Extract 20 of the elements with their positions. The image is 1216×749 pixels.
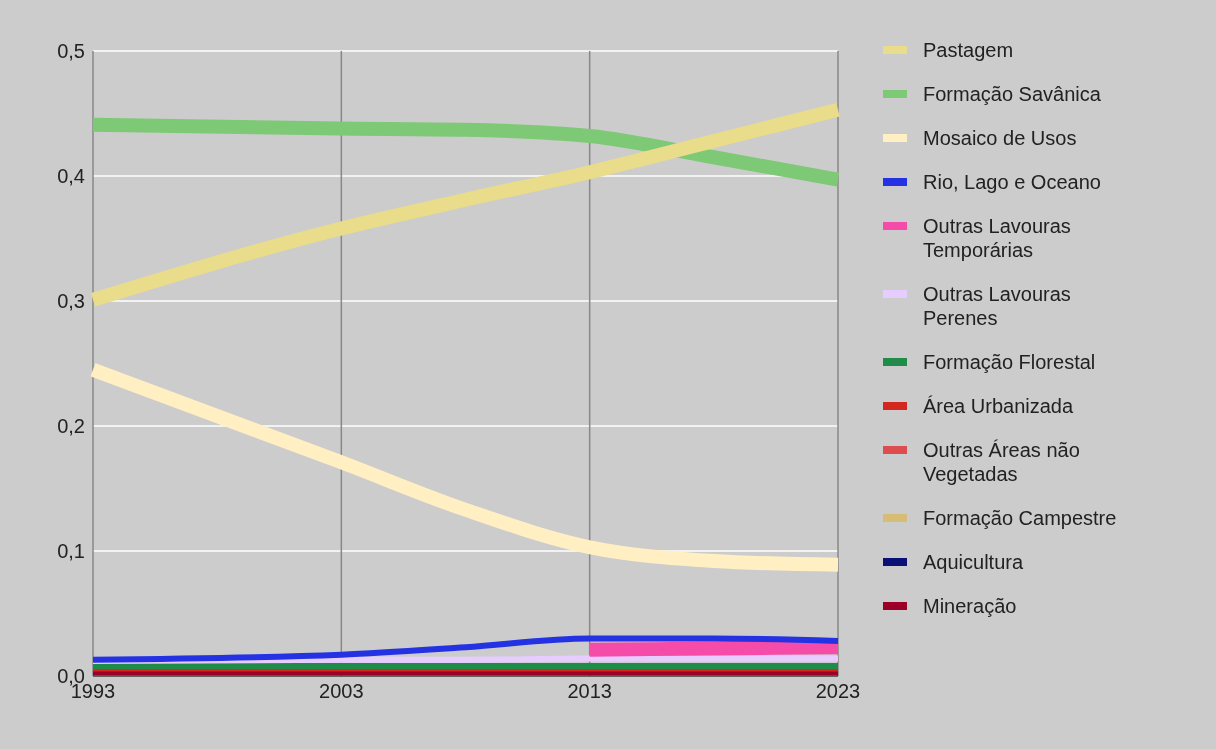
legend-label: Outras Lavouras Perenes (923, 283, 1071, 329)
x-tick-label: 2003 (319, 680, 364, 702)
legend-label: Outras Lavouras Temporárias (923, 215, 1071, 261)
legend-label: Aquicultura (923, 551, 1024, 573)
y-tick-label: 0,3 (57, 290, 85, 312)
legend-label: Formação Savânica (923, 83, 1102, 105)
legend-label: Área Urbanizada (923, 395, 1074, 417)
legend-label: Rio, Lago e Oceano (923, 171, 1101, 193)
y-tick-label: 0,5 (57, 40, 85, 62)
x-tick-label: 2023 (815, 680, 861, 702)
y-tick-label: 0,4 (57, 165, 85, 187)
legend-label: Formação Florestal (923, 351, 1096, 373)
y-tick-label: 0,1 (57, 540, 85, 562)
y-tick-label: 0,2 (57, 415, 85, 437)
x-tick-label: 2013 (567, 680, 612, 702)
legend-label: Formação Campestre (923, 507, 1117, 529)
legend-label: Pastagem (923, 39, 1014, 61)
legend-label: Mineração (923, 595, 1017, 617)
legend-label: Mosaico de Usos (923, 127, 1077, 149)
legend-label: Outras Áreas não Vegetadas (923, 439, 1080, 485)
